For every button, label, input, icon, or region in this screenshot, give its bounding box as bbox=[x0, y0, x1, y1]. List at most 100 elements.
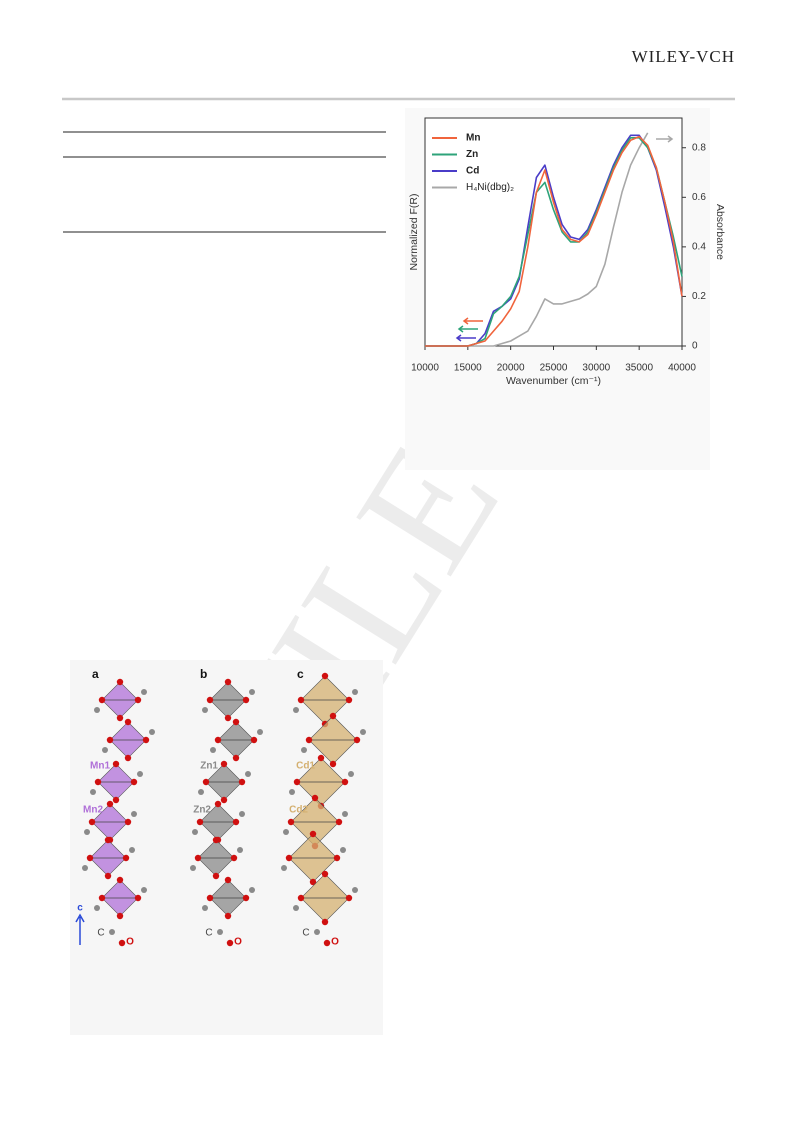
oxygen-label: O bbox=[234, 937, 242, 948]
carbon-atom bbox=[249, 887, 255, 893]
x-tick-label: 20000 bbox=[497, 363, 525, 374]
legend-label: Cd bbox=[466, 166, 479, 177]
carbon-atom bbox=[90, 789, 96, 795]
oxygen-atom bbox=[242, 894, 250, 902]
oxygen-atom bbox=[345, 894, 353, 902]
carbon-atom bbox=[342, 811, 348, 817]
site-label: Mn2 bbox=[83, 805, 103, 816]
carbon-atom bbox=[198, 789, 204, 795]
oxygen-atom bbox=[124, 718, 132, 726]
arrow bbox=[455, 334, 476, 342]
carbon-label: C bbox=[205, 928, 212, 939]
carbon-atom bbox=[210, 747, 216, 753]
carbon-label: C bbox=[302, 928, 309, 939]
oxygen-atom bbox=[106, 800, 114, 808]
legend-label: Zn bbox=[466, 149, 478, 160]
carbon-atom bbox=[202, 905, 208, 911]
carbon-atom bbox=[283, 829, 289, 835]
oxygen-atom bbox=[214, 800, 222, 808]
oxygen-atom bbox=[335, 818, 343, 826]
carbon-atom bbox=[249, 689, 255, 695]
oxygen-atom bbox=[98, 894, 106, 902]
carbon-atom bbox=[239, 811, 245, 817]
x-tick-label: 10000 bbox=[411, 363, 439, 374]
oxygen-atom bbox=[106, 736, 114, 744]
plot-frame bbox=[424, 117, 683, 347]
carbon-atom bbox=[102, 747, 108, 753]
oxygen-label: O bbox=[331, 937, 339, 948]
oxygen-atom bbox=[220, 760, 228, 768]
oxygen-atom bbox=[232, 718, 240, 726]
carbon-atom bbox=[190, 865, 196, 871]
oxygen-atom bbox=[305, 736, 313, 744]
carbon-atom bbox=[352, 887, 358, 893]
carbon-atom bbox=[293, 905, 299, 911]
x-tick-label: 15000 bbox=[454, 363, 482, 374]
oxygen-atom bbox=[104, 872, 112, 880]
y2-axis-label: Absorbance bbox=[714, 204, 726, 260]
oxygen-atom bbox=[323, 939, 331, 947]
oxygen-atom bbox=[94, 778, 102, 786]
oxygen-atom bbox=[220, 796, 228, 804]
oxygen-atom bbox=[309, 878, 317, 886]
carbon-atom bbox=[348, 771, 354, 777]
site-label: Cd1 bbox=[296, 761, 315, 772]
carbon-label: C bbox=[97, 928, 104, 939]
oxygen-atom bbox=[116, 876, 124, 884]
oxygen-atom bbox=[196, 818, 204, 826]
oxygen-atom bbox=[333, 854, 341, 862]
oxygen-atom bbox=[116, 678, 124, 686]
x-tick-label: 40000 bbox=[668, 363, 696, 374]
carbon-atom bbox=[301, 747, 307, 753]
oxygen-atom bbox=[206, 894, 214, 902]
oxygen-atom bbox=[124, 818, 132, 826]
oxygen-atom bbox=[202, 778, 210, 786]
oxygen-label: O bbox=[126, 937, 134, 948]
arrow bbox=[462, 317, 483, 325]
site-label: Mn1 bbox=[90, 761, 110, 772]
carbon-atom bbox=[192, 829, 198, 835]
carbon-atom bbox=[149, 729, 155, 735]
oxygen-atom bbox=[226, 939, 234, 947]
site-label: Cd2 bbox=[289, 805, 308, 816]
carbon-atom bbox=[217, 929, 223, 935]
series-line bbox=[425, 135, 683, 347]
oxygen-atom bbox=[311, 794, 319, 802]
carbon-atom bbox=[289, 789, 295, 795]
panel-label: b bbox=[200, 667, 207, 681]
carbon-atom bbox=[202, 707, 208, 713]
oxygen-atom bbox=[230, 854, 238, 862]
y2-tick-label: 0 bbox=[692, 341, 698, 352]
legend-label: H₄Ni(dbg)₂ bbox=[466, 182, 514, 193]
oxygen-atom bbox=[142, 736, 150, 744]
oxygen-atom bbox=[321, 672, 329, 680]
carbon-atom bbox=[82, 865, 88, 871]
oxygen-atom bbox=[329, 712, 337, 720]
carbon-atom bbox=[237, 847, 243, 853]
carbon-atom bbox=[94, 707, 100, 713]
oxygen-atom bbox=[238, 778, 246, 786]
x-axis-label: Wavenumber (cm⁻¹) bbox=[506, 375, 601, 387]
carbon-atom bbox=[141, 689, 147, 695]
carbon-atom bbox=[293, 707, 299, 713]
oxygen-atom bbox=[116, 912, 124, 920]
carbon-atom bbox=[141, 887, 147, 893]
y-axis-label: Normalized F(R) bbox=[408, 193, 420, 270]
carbon-atom bbox=[137, 771, 143, 777]
oxygen-atom bbox=[112, 760, 120, 768]
carbon-atom bbox=[281, 865, 287, 871]
site-label: Zn2 bbox=[193, 805, 211, 816]
oxygen-atom bbox=[321, 870, 329, 878]
arrow bbox=[656, 135, 674, 143]
carbon-atom bbox=[340, 847, 346, 853]
oxygen-atom bbox=[297, 894, 305, 902]
oxygen-atom bbox=[329, 760, 337, 768]
oxygen-atom bbox=[118, 939, 126, 947]
oxygen-atom bbox=[116, 714, 124, 722]
oxygen-atom bbox=[124, 754, 132, 762]
x-tick-label: 30000 bbox=[582, 363, 610, 374]
y2-tick-label: 0.4 bbox=[692, 242, 706, 253]
oxygen-atom bbox=[88, 818, 96, 826]
oxygen-atom bbox=[224, 876, 232, 884]
oxygen-atom bbox=[212, 836, 220, 844]
